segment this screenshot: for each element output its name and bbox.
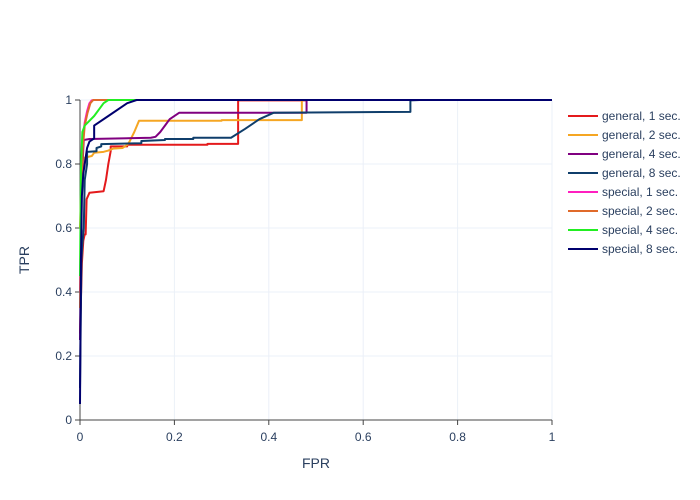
- series-line-4: [79, 99, 552, 389]
- series-line-5: [79, 99, 552, 293]
- legend-item[interactable]: general, 8 sec.: [568, 166, 681, 180]
- x-tick-label: 1: [549, 430, 556, 444]
- series-line-7: [79, 99, 552, 277]
- legend: general, 1 sec. general, 2 sec. general, 4…: [568, 109, 681, 256]
- legend-item[interactable]: special, 1 sec.: [568, 185, 678, 199]
- legend-label: general, 2 sec.: [602, 128, 681, 142]
- legend-label: special, 2 sec.: [602, 204, 678, 218]
- series-line-3: [79, 99, 552, 341]
- legend-item[interactable]: general, 2 sec.: [568, 128, 681, 142]
- y-tick-label: 0.4: [55, 285, 72, 299]
- y-tick-label: 0.8: [55, 157, 72, 171]
- series-line-6: [79, 99, 552, 309]
- series-lines: [79, 99, 552, 405]
- series-line-1: [79, 99, 552, 334]
- y-axis-title: TPR: [16, 246, 32, 274]
- grid: [80, 99, 553, 420]
- x-tick-label: 0: [77, 430, 84, 444]
- legend-label: special, 4 sec.: [602, 223, 678, 237]
- x-axis-title: FPR: [302, 455, 330, 471]
- legend-item[interactable]: general, 1 sec.: [568, 109, 681, 123]
- legend-item[interactable]: general, 4 sec.: [568, 147, 681, 161]
- x-tick-label: 0.4: [260, 430, 277, 444]
- legend-label: special, 8 sec.: [602, 242, 678, 256]
- y-tick-label: 0.2: [55, 349, 72, 363]
- x-tick-label: 0.6: [355, 430, 372, 444]
- legend-item[interactable]: special, 4 sec.: [568, 223, 678, 237]
- axes: 0 0.2 0.4 0.6 0.8 1 0 0.2 0.4 0.6 0.8 1: [55, 93, 555, 444]
- series-line-8: [79, 99, 552, 405]
- y-tick-label: 0.6: [55, 221, 72, 235]
- legend-label: general, 4 sec.: [602, 147, 681, 161]
- y-tick-label: 0: [65, 413, 72, 427]
- legend-item[interactable]: special, 8 sec.: [568, 242, 678, 256]
- x-tick-label: 0.2: [166, 430, 183, 444]
- legend-label: special, 1 sec.: [602, 185, 678, 199]
- legend-label: general, 8 sec.: [602, 166, 681, 180]
- y-tick-label: 1: [65, 93, 72, 107]
- legend-label: general, 1 sec.: [602, 109, 681, 123]
- x-tick-label: 0.8: [449, 430, 466, 444]
- legend-item[interactable]: special, 2 sec.: [568, 204, 678, 218]
